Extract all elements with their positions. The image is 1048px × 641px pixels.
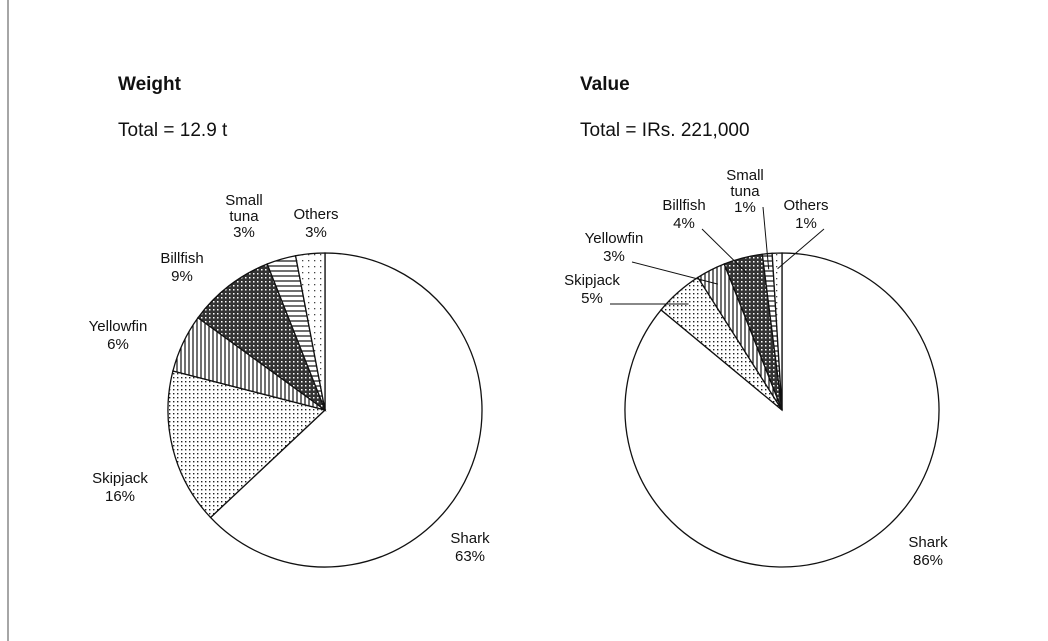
category-label: Small tuna: [225, 192, 263, 225]
category-label: Shark: [450, 530, 490, 547]
pie-slice: [167, 370, 327, 519]
pie-slice: [294, 252, 326, 411]
value-label: 5%: [581, 290, 603, 307]
value-label: 63%: [455, 548, 485, 565]
pie-slice: [197, 263, 327, 412]
value-label: 3%: [603, 248, 625, 265]
leader-line: [777, 228, 825, 270]
value-label: 4%: [673, 215, 695, 232]
value-label: 3%: [305, 224, 327, 241]
value-label: 1%: [734, 199, 756, 216]
category-label: Billfish: [662, 197, 705, 214]
value-label: 6%: [107, 336, 129, 353]
category-label: Yellowfin: [585, 230, 644, 247]
value-label: 16%: [105, 488, 135, 505]
chart-subtitle: Total = IRs. 221,000: [580, 120, 750, 141]
category-label: Yellowfin: [89, 318, 148, 335]
pie-slice: [771, 252, 783, 411]
value-label: 3%: [233, 224, 255, 241]
chart-title: Weight: [118, 74, 182, 95]
category-label: Others: [293, 206, 338, 223]
value-label: 86%: [913, 552, 943, 569]
value-label: 9%: [171, 268, 193, 285]
category-label: Others: [783, 197, 828, 214]
category-label: Shark: [908, 534, 948, 551]
leader-line: [762, 206, 770, 270]
category-label: Skipjack: [564, 272, 620, 289]
leader-line: [701, 228, 748, 274]
chart-subtitle: Total = 12.9 t: [118, 120, 228, 141]
chart-title: Value: [580, 74, 630, 95]
category-label: Billfish: [160, 250, 203, 267]
leader-line: [631, 261, 718, 285]
category-label: Skipjack: [92, 470, 148, 487]
pie-slice: [209, 252, 483, 568]
category-label: Small tuna: [726, 167, 764, 200]
value-label: 1%: [795, 215, 817, 232]
